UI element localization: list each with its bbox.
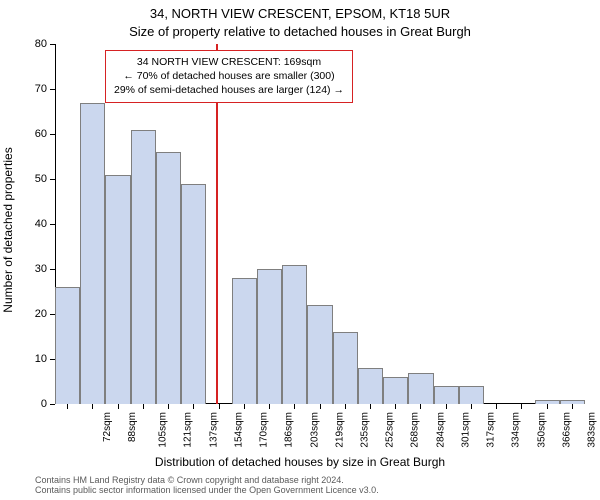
x-tick-label: 203sqm	[309, 412, 320, 448]
histogram-bar	[131, 130, 156, 405]
y-axis-label: Number of detached properties	[1, 147, 15, 312]
x-tick-label: 284sqm	[435, 412, 446, 448]
y-tick-label: 30	[35, 263, 55, 275]
x-tick	[168, 404, 169, 409]
y-tick-label: 20	[35, 308, 55, 320]
x-tick-label: 268sqm	[410, 412, 421, 448]
histogram-bar	[55, 287, 80, 404]
histogram-bar	[181, 184, 206, 405]
histogram-bar	[257, 269, 282, 404]
histogram-bar	[459, 386, 484, 404]
x-tick-label: 366sqm	[561, 412, 572, 448]
x-tick	[370, 404, 371, 409]
chart-title-line2: Size of property relative to detached ho…	[0, 24, 600, 39]
histogram-bar	[358, 368, 383, 404]
x-tick	[219, 404, 220, 409]
x-tick	[446, 404, 447, 409]
plot-area: 0102030405060708072sqm88sqm105sqm121sqm1…	[55, 44, 585, 404]
chart-container: 34, NORTH VIEW CRESCENT, EPSOM, KT18 5UR…	[0, 0, 600, 500]
x-tick-label: 235sqm	[360, 412, 371, 448]
x-tick	[521, 404, 522, 409]
x-tick-label: 383sqm	[587, 412, 598, 448]
histogram-bar	[105, 175, 130, 405]
x-tick	[92, 404, 93, 409]
y-tick-label: 70	[35, 83, 55, 95]
x-tick-label: 317sqm	[486, 412, 497, 448]
histogram-bar	[307, 305, 332, 404]
x-tick-label: 350sqm	[536, 412, 547, 448]
info-box-line: ← 70% of detached houses are smaller (30…	[114, 69, 344, 83]
histogram-bar	[282, 265, 307, 405]
x-tick-label: 121sqm	[183, 412, 194, 448]
histogram-bar	[408, 373, 433, 405]
histogram-bar	[232, 278, 257, 404]
x-tick	[420, 404, 421, 409]
x-tick	[471, 404, 472, 409]
x-tick	[320, 404, 321, 409]
histogram-bar	[383, 377, 408, 404]
x-tick	[395, 404, 396, 409]
x-tick-label: 105sqm	[158, 412, 169, 448]
x-tick-label: 137sqm	[208, 412, 219, 448]
y-tick-label: 10	[35, 353, 55, 365]
x-tick-label: 72sqm	[102, 412, 113, 442]
x-tick	[67, 404, 68, 409]
y-tick-label: 0	[41, 398, 55, 410]
histogram-bar	[80, 103, 105, 405]
info-box-line: 34 NORTH VIEW CRESCENT: 169sqm	[114, 55, 344, 69]
info-box-line: 29% of semi-detached houses are larger (…	[114, 83, 344, 97]
x-tick-label: 186sqm	[284, 412, 295, 448]
y-tick-label: 50	[35, 173, 55, 185]
histogram-bar	[156, 152, 181, 404]
attribution-line1: Contains HM Land Registry data © Crown c…	[35, 475, 379, 485]
x-axis-label: Distribution of detached houses by size …	[0, 455, 600, 469]
chart-title-line1: 34, NORTH VIEW CRESCENT, EPSOM, KT18 5UR	[0, 6, 600, 21]
y-tick-label: 40	[35, 218, 55, 230]
attribution-line2: Contains public sector information licen…	[35, 485, 379, 495]
x-tick-label: 301sqm	[461, 412, 472, 448]
x-tick	[143, 404, 144, 409]
x-tick-label: 88sqm	[127, 412, 138, 442]
x-tick	[294, 404, 295, 409]
x-tick	[269, 404, 270, 409]
x-tick-label: 170sqm	[259, 412, 270, 448]
y-tick-label: 60	[35, 128, 55, 140]
x-tick	[193, 404, 194, 409]
y-tick-label: 80	[35, 38, 55, 50]
histogram-bar	[434, 386, 459, 404]
x-tick-label: 252sqm	[385, 412, 396, 448]
x-tick-label: 219sqm	[334, 412, 345, 448]
x-tick-label: 334sqm	[511, 412, 522, 448]
x-tick	[345, 404, 346, 409]
x-tick	[244, 404, 245, 409]
x-tick	[496, 404, 497, 409]
x-tick	[547, 404, 548, 409]
info-box: 34 NORTH VIEW CRESCENT: 169sqm← 70% of d…	[105, 50, 353, 103]
histogram-bar	[333, 332, 358, 404]
x-tick-label: 154sqm	[233, 412, 244, 448]
attribution-text: Contains HM Land Registry data © Crown c…	[35, 475, 379, 496]
x-tick	[118, 404, 119, 409]
x-tick	[572, 404, 573, 409]
